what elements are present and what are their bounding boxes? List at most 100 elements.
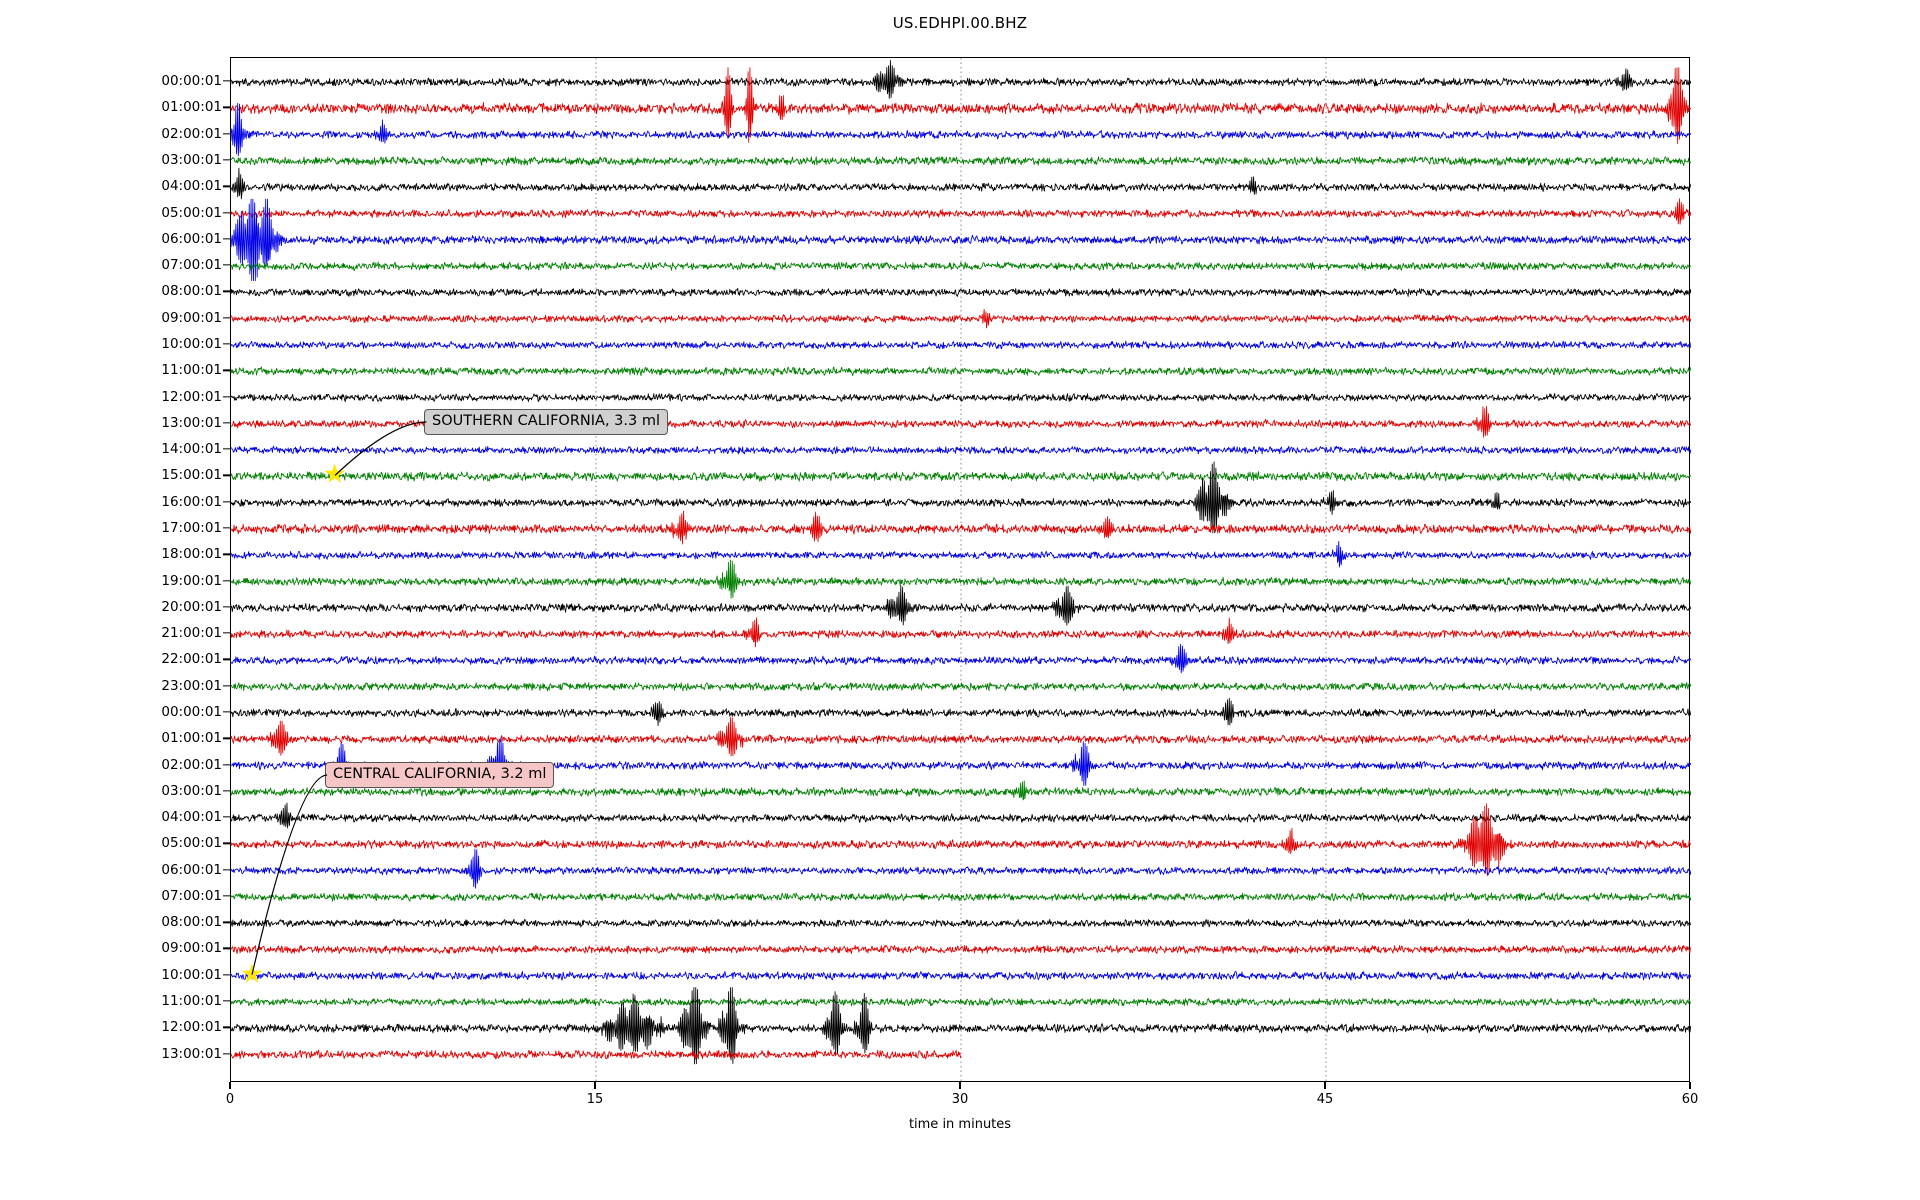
x-axis-tick-mark: [594, 1082, 596, 1089]
trace-line: [231, 987, 1691, 1065]
y-axis-tick-label: 03:00:01: [161, 782, 222, 799]
y-axis-tick-mark: [223, 685, 230, 687]
y-axis-tick-label: 13:00:01: [161, 414, 222, 431]
y-axis-tick-label: 02:00:01: [161, 125, 222, 142]
trace-line: [231, 393, 1691, 402]
trace-line: [231, 340, 1691, 350]
x-axis-tick-mark: [959, 1082, 961, 1089]
y-axis-tick-label: 07:00:01: [161, 257, 222, 274]
trace-line: [231, 848, 1691, 889]
y-axis-tick-mark: [223, 106, 230, 109]
y-axis-tick-mark: [223, 343, 230, 345]
y-axis-tick-label: 09:00:01: [161, 309, 222, 326]
y-axis-tick-mark: [223, 501, 230, 503]
y-axis-tick-label: 19:00:01: [161, 572, 222, 589]
y-axis-tick-mark: [223, 133, 230, 135]
y-axis-tick-mark: [223, 632, 230, 634]
trace-line: [231, 780, 1691, 801]
trace-line: [231, 67, 1691, 144]
y-axis-tick-mark: [223, 290, 230, 293]
trace-line: [231, 892, 1691, 902]
y-axis-tick-mark: [223, 317, 230, 319]
trace-line: [231, 59, 1691, 99]
x-axis-title: time in minutes: [908, 1117, 1012, 1132]
trace-line: [231, 944, 1691, 955]
y-axis-tick-label: 09:00:01: [161, 940, 222, 957]
y-axis-tick-label: 22:00:01: [161, 651, 222, 668]
trace-line: [231, 156, 1691, 166]
y-axis-tick-mark: [223, 238, 230, 240]
y-axis-tick-mark: [223, 185, 230, 187]
trace-line: [231, 643, 1691, 674]
x-axis-tick-label: 15: [586, 1092, 604, 1107]
y-axis-tick-mark: [223, 790, 230, 792]
x-axis-tick-mark: [1324, 1082, 1326, 1089]
y-axis-tick-label: 01:00:01: [161, 730, 222, 747]
y-axis-tick-mark: [223, 974, 230, 976]
trace-line: [231, 510, 1691, 545]
trace-line: [231, 471, 1691, 482]
y-axis-tick-label: 23:00:01: [161, 677, 222, 694]
y-axis-tick-label: 04:00:01: [161, 178, 222, 195]
y-axis-tick-label: 00:00:01: [161, 73, 222, 90]
y-axis-tick-label: 11:00:01: [161, 362, 222, 379]
y-axis-tick-mark: [223, 448, 230, 450]
y-axis-tick-label: 16:00:01: [161, 493, 222, 510]
trace-line: [231, 309, 1691, 329]
y-axis-tick-label: 12:00:01: [161, 1019, 222, 1036]
y-axis-tick-mark: [223, 422, 230, 424]
y-axis-tick-mark: [223, 1026, 230, 1028]
trace-line: [231, 617, 1691, 648]
y-axis-tick-mark: [223, 658, 230, 661]
earthquake-star-marker: ★: [322, 459, 347, 490]
y-axis-tick-mark: [223, 474, 230, 477]
y-axis-tick-label: 13:00:01: [161, 1045, 222, 1062]
y-axis-tick-label: 07:00:01: [161, 887, 222, 904]
y-axis-tick-mark: [223, 264, 230, 266]
y-axis-tick-label: 05:00:01: [161, 204, 222, 221]
trace-line: [231, 102, 1691, 157]
x-axis-tick-label: 0: [225, 1092, 235, 1107]
y-axis-tick-label: 01:00:01: [161, 99, 222, 116]
y-axis-tick-mark: [223, 606, 230, 608]
x-axis-tick-label: 60: [1681, 1092, 1699, 1107]
y-axis-tick-label: 11:00:01: [161, 993, 222, 1010]
trace-line: [231, 802, 1691, 829]
trace-line: [231, 559, 1691, 599]
plot-axes-area: [230, 57, 1691, 1083]
y-axis-tick-mark: [223, 211, 230, 214]
seismic-traces-svg: [231, 58, 1691, 1083]
annotation-label-southern: SOUTHERN CALIFORNIA, 3.3 ml: [424, 409, 668, 435]
trace-line: [231, 167, 1691, 200]
y-axis-tick-label: 12:00:01: [161, 388, 222, 405]
y-axis-tick-label: 10:00:01: [161, 966, 222, 983]
trace-line: [231, 1049, 962, 1060]
y-axis-tick-mark: [223, 816, 230, 818]
y-axis-tick-label: 20:00:01: [161, 598, 222, 615]
trace-line: [231, 261, 1691, 271]
trace-line: [231, 918, 1691, 928]
y-axis-tick-label: 05:00:01: [161, 835, 222, 852]
y-axis-tick-label: 02:00:01: [161, 756, 222, 773]
y-axis-tick-mark: [223, 80, 230, 82]
y-axis-tick-label: 06:00:01: [161, 230, 222, 247]
trace-line: [231, 198, 1691, 225]
trace-line: [231, 682, 1691, 692]
y-axis-tick-mark: [223, 395, 230, 398]
trace-line: [231, 697, 1691, 726]
y-axis-tick-mark: [223, 895, 230, 897]
y-axis-tick-mark: [223, 921, 230, 923]
y-axis-tick-mark: [223, 711, 230, 713]
y-axis-tick-label: 21:00:01: [161, 625, 222, 642]
y-axis-tick-mark: [223, 947, 230, 950]
y-axis-tick-label: 10:00:01: [161, 336, 222, 352]
annotation-label-central: CENTRAL CALIFORNIA, 3.2 ml: [325, 762, 555, 788]
y-axis-tick-label: 15:00:01: [161, 467, 222, 484]
y-axis-tick-label: 04:00:01: [161, 809, 222, 826]
trace-line: [231, 803, 1691, 877]
x-axis-tick-label: 45: [1316, 1092, 1334, 1107]
y-axis-tick-mark: [223, 763, 230, 766]
y-axis-tick-label: 03:00:01: [161, 152, 222, 169]
y-axis-tick-label: 17:00:01: [161, 519, 222, 536]
